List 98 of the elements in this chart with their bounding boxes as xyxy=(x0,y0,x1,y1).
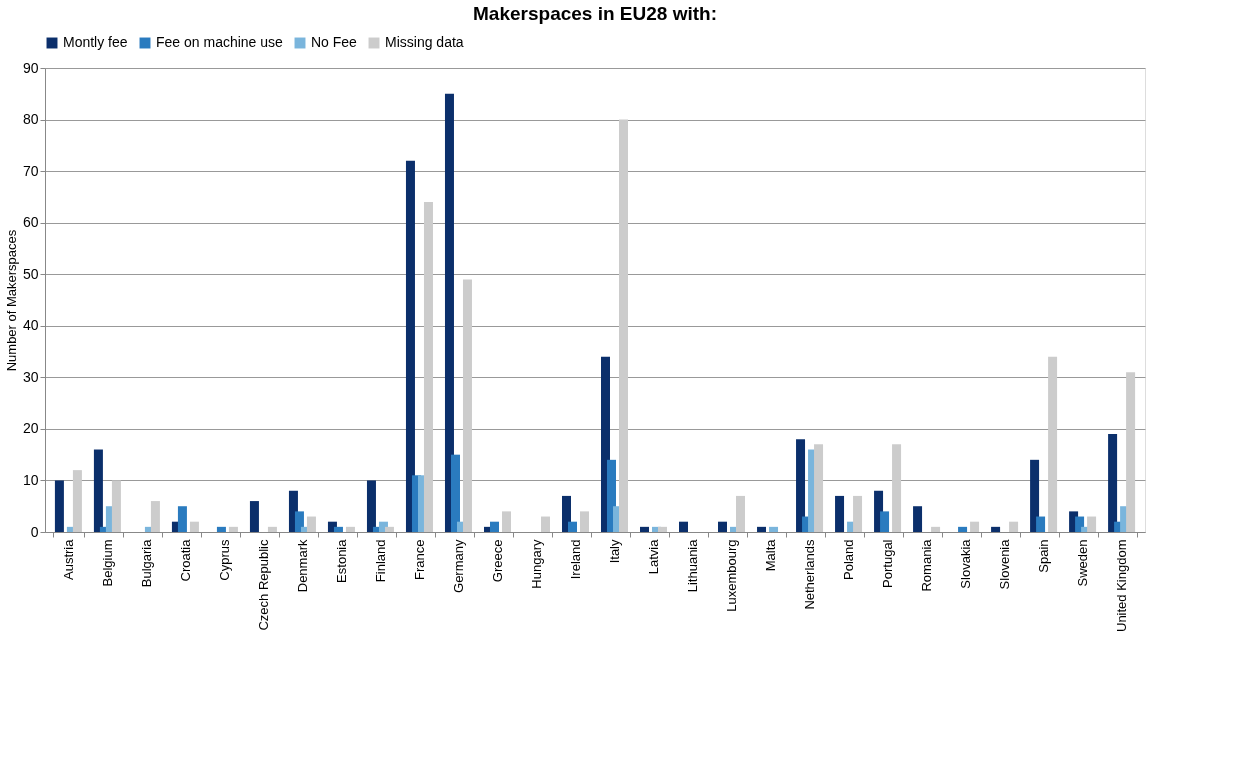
bar xyxy=(444,93,454,532)
bar xyxy=(913,506,923,532)
y-tick-label: 30 xyxy=(22,368,39,385)
bar xyxy=(619,119,629,532)
bar xyxy=(111,480,121,532)
y-tick-label: 40 xyxy=(22,317,39,334)
x-tick-label: Poland xyxy=(841,539,857,580)
legend-label: Missing data xyxy=(385,34,464,50)
x-tick-label: Austria xyxy=(60,538,76,580)
x-tick-label: Denmark xyxy=(294,539,310,593)
bar xyxy=(384,526,394,532)
bar xyxy=(189,521,199,532)
bar xyxy=(640,526,650,532)
bar xyxy=(853,495,863,532)
x-tick-label: Cyprus xyxy=(216,539,232,581)
bar xyxy=(501,511,511,532)
y-tick-label: 0 xyxy=(30,523,39,540)
bar xyxy=(150,501,160,532)
bar xyxy=(1009,521,1019,532)
bar xyxy=(450,454,460,532)
bar xyxy=(72,470,82,532)
x-tick-label: Finland xyxy=(372,539,388,583)
legend-label: Montly fee xyxy=(63,34,128,50)
bar xyxy=(366,480,376,532)
bar xyxy=(1048,356,1058,532)
bar xyxy=(93,449,103,532)
y-tick-label: 20 xyxy=(22,420,39,437)
x-tick-label: Portugal xyxy=(880,539,896,588)
bar xyxy=(718,521,728,532)
y-tick-label: 60 xyxy=(22,214,39,231)
x-tick-label: Spain xyxy=(1036,539,1052,573)
bar xyxy=(568,521,577,532)
bar xyxy=(561,495,571,532)
bar xyxy=(892,444,902,532)
x-tick-label: Belgium xyxy=(99,539,115,587)
y-tick-label: 10 xyxy=(22,471,39,488)
bar xyxy=(1126,372,1136,532)
chart-title: Makerspaces in EU28 with: xyxy=(473,3,717,24)
bar xyxy=(249,501,259,532)
x-tick-label: France xyxy=(411,539,427,580)
bar xyxy=(405,160,415,532)
x-tick-label: Greece xyxy=(489,539,505,583)
bar xyxy=(216,526,226,532)
bar xyxy=(736,495,746,532)
bar xyxy=(462,279,472,532)
bar xyxy=(54,480,64,532)
x-tick-label: Czech Republic xyxy=(255,539,271,631)
y-tick-label: 90 xyxy=(22,59,39,76)
bar xyxy=(1036,516,1046,532)
bar xyxy=(306,516,316,532)
x-tick-label: Italy xyxy=(607,539,622,564)
legend-label: No Fee xyxy=(311,34,358,50)
bar xyxy=(489,521,499,532)
bar xyxy=(177,506,187,532)
x-tick-label: Sweden xyxy=(1075,539,1091,587)
y-tick-label: 80 xyxy=(22,111,39,128)
x-tick-label: Slovakia xyxy=(958,538,974,589)
bar xyxy=(1108,434,1118,532)
x-tick-label: Lithuania xyxy=(685,538,701,593)
bar xyxy=(333,526,343,532)
x-tick-label: Bulgaria xyxy=(138,538,154,588)
bar xyxy=(1030,459,1040,532)
y-axis-title: Number of Makerspaces xyxy=(3,229,19,372)
bar xyxy=(658,526,668,532)
bar xyxy=(267,526,277,532)
x-tick-label: Malta xyxy=(763,538,779,572)
x-tick-label: Croatia xyxy=(177,538,193,582)
x-tick-label: Luxembourg xyxy=(724,539,740,612)
bar xyxy=(228,526,238,532)
bar xyxy=(294,511,304,532)
bar xyxy=(835,495,845,532)
bar xyxy=(958,526,968,532)
x-tick-label: Ireland xyxy=(568,539,583,580)
x-tick-label: Estonia xyxy=(333,538,349,583)
x-tick-label: Hungary xyxy=(528,539,544,589)
bar xyxy=(970,521,980,532)
bar xyxy=(796,439,806,532)
y-tick-label: 70 xyxy=(22,162,39,179)
bar xyxy=(880,511,890,532)
legend-label: Fee on machine use xyxy=(156,34,284,50)
bar xyxy=(345,526,355,532)
x-tick-label: Germany xyxy=(450,539,466,593)
x-tick-label: Latvia xyxy=(646,538,662,575)
bar xyxy=(679,521,689,532)
bar xyxy=(931,526,941,532)
x-tick-label: Netherlands xyxy=(802,539,818,610)
x-tick-label: United Kingdom xyxy=(1114,539,1130,632)
bar xyxy=(769,526,779,532)
bar xyxy=(1087,516,1097,532)
bar xyxy=(757,526,767,532)
x-tick-label: Romania xyxy=(919,538,935,592)
bar xyxy=(814,444,824,532)
bar xyxy=(423,202,433,532)
x-tick-label: Slovenia xyxy=(997,538,1013,590)
bar xyxy=(580,511,589,532)
bar xyxy=(991,526,1001,532)
bar xyxy=(540,516,550,532)
y-tick-label: 50 xyxy=(22,265,39,282)
